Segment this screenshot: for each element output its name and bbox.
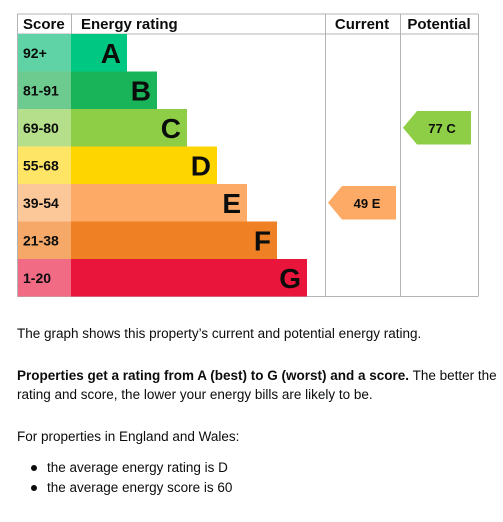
rating-bar-F <box>71 221 277 259</box>
rating-explanation-rest: The better the rating and score, the low… <box>17 368 497 402</box>
rating-bar-D <box>71 146 217 184</box>
rating-letter-C: C <box>161 113 181 144</box>
rating-bar-B <box>71 71 157 109</box>
score-cell-C <box>18 109 71 147</box>
average-list: the average energy rating is D the avera… <box>17 458 232 498</box>
rating-letter-G: G <box>279 263 301 294</box>
score-cell-F <box>18 221 71 259</box>
score-range-B: 81-91 <box>23 82 59 98</box>
score-cell-G <box>18 259 71 297</box>
rating-explanation: Properties get a rating from A (best) to… <box>17 366 497 404</box>
chart-description: The graph shows this property’s current … <box>17 326 422 341</box>
score-cell-B <box>18 71 71 109</box>
score-cell-E <box>18 184 71 222</box>
rating-letter-D: D <box>191 150 211 181</box>
rating-letter-E: E <box>222 188 241 219</box>
score-range-D: 55-68 <box>23 157 59 173</box>
rating-letter-F: F <box>254 225 271 256</box>
rating-bar-A <box>71 34 127 72</box>
score-range-F: 21-38 <box>23 232 59 248</box>
rating-bar-E <box>71 184 247 222</box>
current-rating-label: 49 E <box>354 196 381 211</box>
header-current: Current <box>335 16 389 33</box>
header-energy-rating: Energy rating <box>81 16 178 33</box>
potential-rating-label: 77 C <box>428 121 456 136</box>
score-range-E: 39-54 <box>23 195 59 211</box>
rating-explanation-bold: Properties get a rating from A (best) to… <box>17 368 410 383</box>
energy-rating-chart: Score Energy rating Current Potential 92+ A 81… <box>17 13 479 297</box>
rating-letter-A: A <box>101 38 121 69</box>
header-potential: Potential <box>407 16 470 33</box>
score-range-C: 69-80 <box>23 120 59 136</box>
header-score: Score <box>23 16 65 33</box>
current-rating-arrow <box>328 186 396 220</box>
score-cell-D <box>18 146 71 184</box>
score-range-G: 1-20 <box>23 270 51 286</box>
rating-letter-B: B <box>131 75 151 106</box>
rating-bar-G <box>71 259 307 297</box>
average-rating-item: the average energy rating is D <box>17 458 232 478</box>
average-score-item: the average energy score is 60 <box>17 478 232 498</box>
rating-bar-C <box>71 109 187 147</box>
score-cell-A <box>18 34 71 72</box>
potential-rating-arrow <box>403 111 471 145</box>
region-note: For properties in England and Wales: <box>17 429 240 444</box>
score-range-A: 92+ <box>23 45 47 61</box>
